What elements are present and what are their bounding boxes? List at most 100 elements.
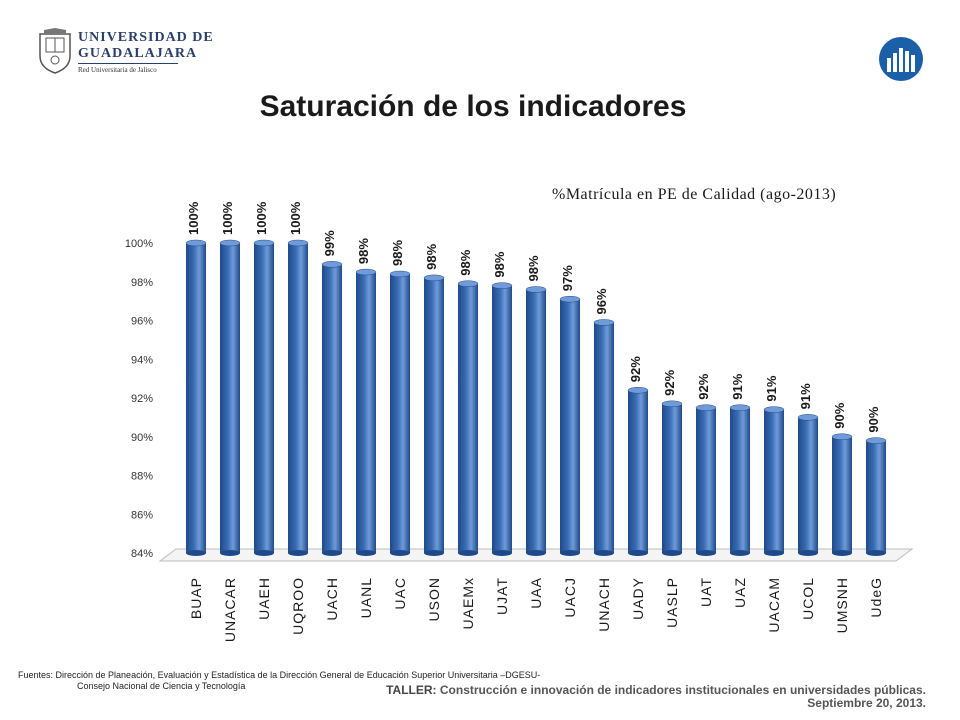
y-tick-label: 92% [131, 393, 153, 405]
bar-unacar [220, 243, 240, 553]
y-tick-label: 88% [131, 471, 153, 483]
bar-top [729, 404, 751, 411]
bar-top [287, 239, 309, 247]
bar-top [525, 286, 547, 293]
bar-uaa [526, 289, 546, 553]
bar-base [594, 550, 614, 556]
data-label: 90% [832, 402, 847, 428]
bar-top [627, 387, 649, 394]
bar-uqroo [288, 243, 308, 553]
data-label: 98% [424, 243, 439, 269]
amereiaf-logo [878, 36, 924, 82]
y-tick-label: 84% [131, 548, 153, 560]
x-tick-label: UJAT [494, 577, 510, 615]
bar-uacj [560, 299, 580, 553]
y-tick-label: 86% [131, 509, 153, 521]
workshop-caption: TALLER: Construcción e innovación de ind… [386, 684, 926, 710]
bar-top [593, 319, 615, 326]
data-label: 100% [186, 201, 201, 235]
x-tick-label: UACAM [766, 577, 782, 633]
data-label: 96% [594, 288, 609, 314]
data-label: 92% [696, 373, 711, 399]
x-tick-label: UNACAR [222, 577, 238, 642]
bar-uady [628, 390, 648, 553]
x-tick-label: UAC [392, 577, 408, 610]
bar-base [220, 550, 240, 556]
bar-uac [390, 274, 410, 553]
bar-base [322, 550, 342, 556]
bar-top [389, 270, 411, 278]
x-tick-label: UAT [698, 577, 714, 607]
bar-top [831, 433, 853, 440]
bar-top [661, 400, 683, 408]
sources-footnote: Fuentes: Dirección de Planeación, Evalua… [18, 670, 540, 692]
bar-base [288, 550, 308, 556]
bar-base [628, 550, 648, 556]
bar-top [865, 437, 887, 444]
bar-base [560, 550, 580, 556]
data-label: 98% [390, 240, 405, 266]
bar-top [321, 261, 343, 268]
y-tick-label: 94% [131, 354, 153, 366]
bar-uson [424, 277, 444, 553]
y-tick-label: 96% [131, 316, 153, 328]
bar-base [696, 550, 716, 556]
event-date: Septiembre 20, 2013. [807, 696, 926, 710]
bar-base [424, 550, 444, 556]
x-tick-label: UdeG [868, 577, 884, 618]
bar-unach [594, 322, 614, 553]
x-tick-label: UAZ [732, 577, 748, 608]
x-tick-label: UNACH [596, 577, 612, 632]
data-label: 92% [662, 369, 677, 395]
x-tick-label: UQROO [290, 577, 306, 635]
y-tick-label: 90% [131, 432, 153, 444]
bar-umsnh [832, 436, 852, 553]
y-tick-label: 100% [125, 238, 153, 250]
bar-top [559, 295, 581, 303]
bar-udeg [866, 440, 886, 553]
bar-top [457, 280, 479, 287]
bar-ucol [798, 417, 818, 553]
bar-uat [696, 407, 716, 553]
x-tick-label: UACH [324, 577, 340, 621]
bar-top [185, 239, 207, 247]
bar-uaeh [254, 243, 274, 553]
y-tick-label: 98% [131, 277, 153, 289]
data-label: 100% [288, 201, 303, 235]
x-tick-label: UCOL [800, 577, 816, 620]
page-title: Saturación de los indicadores [259, 90, 687, 123]
data-label: 100% [220, 201, 235, 235]
bar-base [764, 550, 784, 556]
data-label: 98% [492, 251, 507, 277]
bar-top [797, 414, 819, 421]
data-label: 91% [798, 383, 813, 409]
bar-base [798, 550, 818, 556]
x-tick-label: UAEMx [460, 577, 476, 629]
chart-title: %Matrícula en PE de Calidad (ago-2013) [552, 186, 837, 203]
data-label: 98% [458, 249, 473, 275]
bar-base [186, 550, 206, 556]
x-tick-label: UACJ [562, 577, 578, 618]
data-label: 90% [866, 406, 881, 432]
data-label: 100% [254, 201, 269, 235]
logo-divider [78, 63, 178, 64]
data-label: 92% [628, 356, 643, 382]
ug-shield-icon [39, 28, 71, 74]
bar-ujat [492, 285, 512, 553]
bar-top [423, 274, 445, 282]
bar-base [866, 550, 886, 556]
data-label: 98% [356, 238, 371, 264]
taller-text: Construcción e innovación de indicadores… [439, 683, 926, 697]
x-tick-label: USON [426, 577, 442, 621]
bar-top [253, 239, 275, 247]
x-tick-label: UAEH [256, 577, 272, 620]
bar-buap [186, 243, 206, 553]
bar-top [491, 282, 513, 289]
bar-base [526, 550, 546, 556]
bar-base [662, 550, 682, 556]
bar-uach [322, 264, 342, 553]
bar-uaz [730, 407, 750, 553]
x-tick-label: UADY [630, 577, 646, 620]
bar-uanl [356, 272, 376, 553]
bar-uaslp [662, 403, 682, 553]
